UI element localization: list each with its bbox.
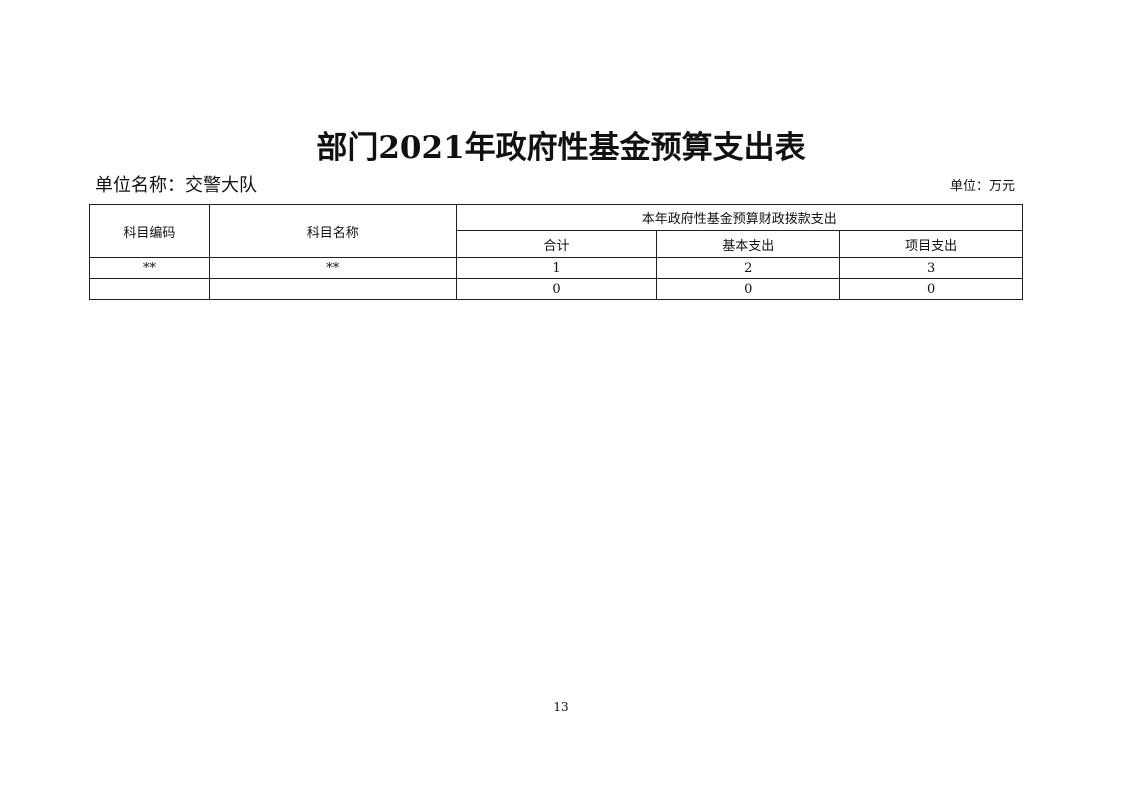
unit-name: 单位名称：交警大队 (95, 175, 257, 196)
header-group: 本年政府性基金预算财政拨款支出 (455, 204, 1024, 231)
header-name: 科目名称 (208, 204, 457, 258)
cell: 3 (839, 257, 1023, 279)
budget-table: 科目编码 科目名称 本年政府性基金预算财政拨款支出 合计 基本支出 项目支出 *… (89, 204, 1024, 300)
cell: 0 (839, 278, 1023, 300)
header-code: 科目编码 (89, 204, 210, 258)
unit-label: 单位：万元 (949, 179, 1015, 194)
header-total: 合计 (455, 230, 658, 258)
page-number: 13 (553, 700, 569, 714)
header-basic: 基本支出 (656, 230, 841, 258)
cell: 0 (656, 278, 841, 300)
header-project: 项目支出 (839, 230, 1023, 258)
cell: ** (208, 257, 457, 279)
table-row: 0 0 0 (89, 278, 1023, 300)
cell: ** (89, 257, 210, 279)
cell: 2 (656, 257, 841, 279)
cell (208, 278, 457, 300)
cell (89, 278, 210, 300)
page-title: 部门2021年政府性基金预算支出表 (316, 130, 806, 166)
cell: 1 (455, 257, 658, 279)
table-row: ** ** 1 2 3 (89, 257, 1023, 279)
cell: 0 (455, 278, 658, 300)
